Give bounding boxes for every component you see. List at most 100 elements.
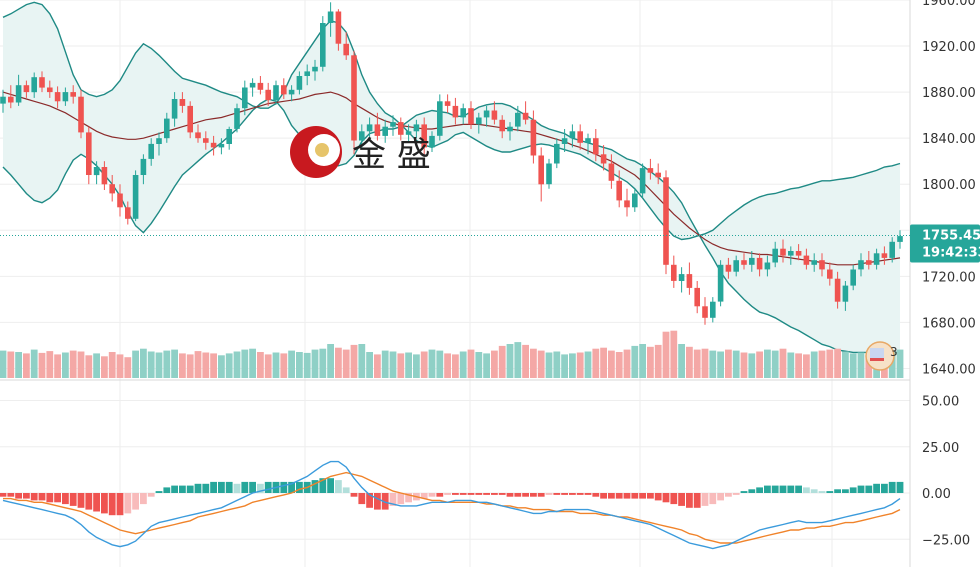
candle[interactable] bbox=[405, 124, 412, 143]
candle[interactable] bbox=[819, 253, 825, 277]
candle[interactable] bbox=[585, 133, 591, 155]
candle[interactable] bbox=[889, 237, 895, 263]
candle[interactable] bbox=[577, 124, 583, 150]
candle[interactable] bbox=[359, 124, 365, 148]
candle[interactable] bbox=[125, 201, 131, 225]
candle[interactable] bbox=[756, 253, 763, 277]
candle[interactable] bbox=[639, 163, 646, 199]
candle[interactable] bbox=[437, 94, 443, 141]
candle[interactable] bbox=[499, 115, 505, 139]
candle[interactable] bbox=[31, 72, 37, 98]
candle[interactable] bbox=[780, 239, 786, 263]
candle[interactable] bbox=[733, 255, 739, 277]
candle[interactable] bbox=[655, 163, 661, 185]
candle[interactable] bbox=[203, 131, 209, 150]
candle[interactable] bbox=[741, 253, 747, 270]
candle[interactable] bbox=[616, 170, 622, 208]
candle[interactable] bbox=[460, 103, 466, 125]
candle[interactable] bbox=[8, 85, 14, 109]
candle[interactable] bbox=[312, 59, 318, 81]
candle[interactable] bbox=[101, 161, 108, 190]
candle[interactable] bbox=[647, 158, 654, 180]
candle[interactable] bbox=[476, 112, 482, 134]
candle[interactable] bbox=[764, 255, 771, 277]
candle[interactable] bbox=[15, 74, 22, 106]
candle[interactable] bbox=[398, 117, 404, 141]
candle[interactable] bbox=[429, 131, 435, 152]
candle[interactable] bbox=[866, 251, 872, 270]
candle[interactable] bbox=[788, 246, 794, 265]
event-flag-badge[interactable]: 3 bbox=[865, 341, 898, 371]
candle[interactable] bbox=[593, 129, 599, 162]
candle[interactable] bbox=[288, 85, 295, 102]
candle[interactable] bbox=[803, 248, 810, 270]
candle[interactable] bbox=[70, 85, 76, 104]
candle[interactable] bbox=[772, 241, 778, 268]
candle[interactable] bbox=[538, 147, 544, 202]
price-axis[interactable]: 1960.001920.001880.001840.001800.001760.… bbox=[911, 0, 980, 567]
candle[interactable] bbox=[0, 89, 6, 113]
candle[interactable] bbox=[242, 80, 248, 116]
candle[interactable] bbox=[226, 126, 232, 150]
candle[interactable] bbox=[156, 132, 162, 156]
candle[interactable] bbox=[23, 80, 30, 98]
candle[interactable] bbox=[530, 110, 537, 164]
candle[interactable] bbox=[366, 117, 373, 141]
candle[interactable] bbox=[694, 281, 700, 314]
candle[interactable] bbox=[717, 260, 724, 307]
candle[interactable] bbox=[327, 2, 334, 37]
candle[interactable] bbox=[195, 124, 201, 143]
candle[interactable] bbox=[62, 87, 69, 106]
candle[interactable] bbox=[710, 297, 716, 323]
candle[interactable] bbox=[491, 101, 498, 125]
candle[interactable] bbox=[749, 251, 755, 272]
candle[interactable] bbox=[686, 262, 693, 295]
candle[interactable] bbox=[343, 32, 349, 60]
candle[interactable] bbox=[234, 103, 240, 133]
candle[interactable] bbox=[109, 175, 115, 202]
candle[interactable] bbox=[702, 297, 708, 325]
candle[interactable] bbox=[171, 92, 178, 127]
candle[interactable] bbox=[374, 112, 381, 141]
candle[interactable] bbox=[351, 50, 357, 155]
candle[interactable] bbox=[281, 78, 287, 99]
candle[interactable] bbox=[725, 257, 732, 279]
candle[interactable] bbox=[515, 105, 521, 132]
candle[interactable] bbox=[546, 158, 552, 189]
candle[interactable] bbox=[47, 80, 53, 98]
candle[interactable] bbox=[39, 71, 45, 93]
candle[interactable] bbox=[795, 244, 802, 261]
candle[interactable] bbox=[468, 101, 474, 129]
candle[interactable] bbox=[569, 124, 576, 148]
candle[interactable] bbox=[132, 170, 139, 222]
candle[interactable] bbox=[390, 115, 396, 136]
candle[interactable] bbox=[320, 16, 326, 72]
candle[interactable] bbox=[507, 122, 513, 141]
candle[interactable] bbox=[897, 230, 903, 249]
candle[interactable] bbox=[858, 253, 864, 277]
candle[interactable] bbox=[179, 92, 186, 113]
candle[interactable] bbox=[265, 82, 271, 106]
candle[interactable] bbox=[842, 281, 849, 311]
candle[interactable] bbox=[257, 76, 264, 95]
candle[interactable] bbox=[850, 264, 856, 291]
candle[interactable] bbox=[421, 117, 427, 155]
candle[interactable] bbox=[117, 184, 123, 217]
candle[interactable] bbox=[671, 255, 677, 288]
candle[interactable] bbox=[811, 253, 817, 272]
candle[interactable] bbox=[413, 119, 420, 139]
candle[interactable] bbox=[304, 64, 310, 86]
candle[interactable] bbox=[78, 89, 84, 139]
candle[interactable] bbox=[678, 267, 685, 293]
candle[interactable] bbox=[827, 262, 833, 286]
candle[interactable] bbox=[86, 126, 92, 185]
candle[interactable] bbox=[382, 119, 388, 143]
candle[interactable] bbox=[140, 154, 147, 185]
candle[interactable] bbox=[522, 101, 529, 125]
candle[interactable] bbox=[296, 71, 303, 95]
candle[interactable] bbox=[452, 97, 459, 125]
candle[interactable] bbox=[273, 80, 279, 105]
candle[interactable] bbox=[608, 154, 615, 189]
